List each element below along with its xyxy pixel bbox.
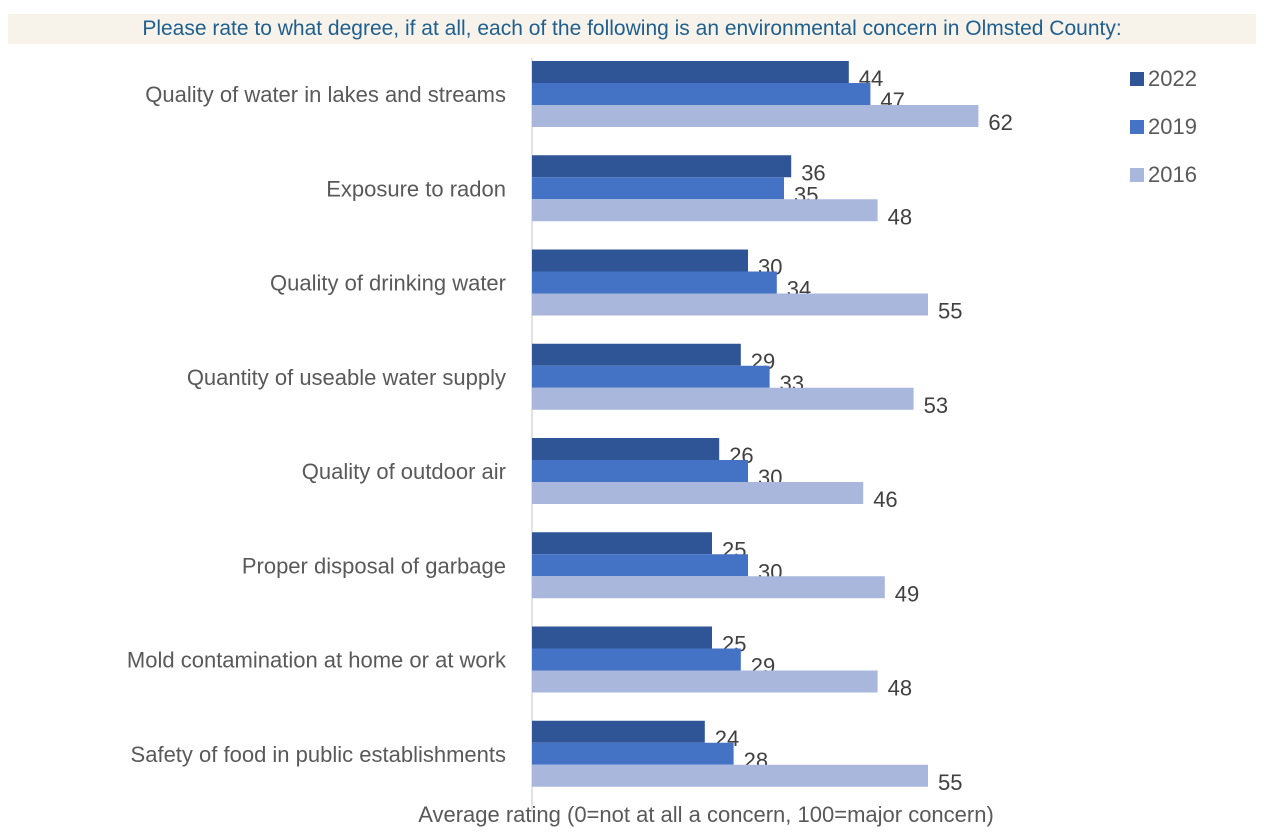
bar-2019 xyxy=(532,648,741,671)
bar-2016 xyxy=(532,387,914,410)
legend-label-2019: 2019 xyxy=(1148,114,1197,139)
bar-2016 xyxy=(532,105,979,127)
bar-2019 xyxy=(532,365,770,388)
bar-2022 xyxy=(532,720,705,743)
category-label: Quality of outdoor air xyxy=(302,459,506,484)
data-label-2016: 53 xyxy=(924,393,948,418)
bar-2019 xyxy=(532,271,777,294)
legend-swatch-2019 xyxy=(1130,120,1144,134)
data-label-2016: 62 xyxy=(988,110,1012,135)
data-label-2022: 36 xyxy=(801,160,825,185)
bar-2016 xyxy=(532,576,885,599)
bar-2016 xyxy=(532,199,878,222)
category-label: Quantity of useable water supply xyxy=(187,365,506,390)
title-band xyxy=(8,14,1256,44)
legend-label-2022: 2022 xyxy=(1148,66,1197,91)
x-axis-label: Average rating (0=not at all a concern, … xyxy=(418,802,994,827)
bar-2019 xyxy=(532,742,734,765)
legend-swatch-2022 xyxy=(1130,72,1144,86)
bar-2019 xyxy=(532,177,784,200)
data-label-2016: 48 xyxy=(888,676,912,701)
bar-2022 xyxy=(532,532,712,555)
category-label: Quality of water in lakes and streams xyxy=(145,82,506,107)
bar-2022 xyxy=(532,249,748,272)
bar-2016 xyxy=(532,482,864,504)
bar-2019 xyxy=(532,460,748,482)
bar-2019 xyxy=(532,554,748,577)
category-label: Quality of drinking water xyxy=(270,271,506,296)
data-label-2016: 46 xyxy=(873,487,897,512)
chart-title: Please rate to what degree, if at all, e… xyxy=(142,17,1122,40)
data-label-2016: 49 xyxy=(895,581,919,606)
bar-2016 xyxy=(532,764,928,787)
bar-2019 xyxy=(532,83,871,105)
bar-2022 xyxy=(532,155,792,178)
bar-2016 xyxy=(532,293,928,316)
legend-swatch-2016 xyxy=(1130,168,1144,182)
bar-2022 xyxy=(532,343,741,366)
bar-2022 xyxy=(532,61,849,83)
category-label: Proper disposal of garbage xyxy=(242,553,506,578)
data-label-2016: 55 xyxy=(938,299,962,324)
data-label-2016: 55 xyxy=(938,770,962,795)
category-label: Exposure to radon xyxy=(326,176,506,201)
legend-label-2016: 2016 xyxy=(1148,162,1197,187)
bar-2022 xyxy=(532,438,720,460)
bar-2022 xyxy=(532,626,712,649)
data-label-2016: 48 xyxy=(888,204,912,229)
category-label: Safety of food in public establishments xyxy=(131,742,506,767)
category-label: Mold contamination at home or at work xyxy=(127,648,507,673)
bar-2016 xyxy=(532,670,878,693)
